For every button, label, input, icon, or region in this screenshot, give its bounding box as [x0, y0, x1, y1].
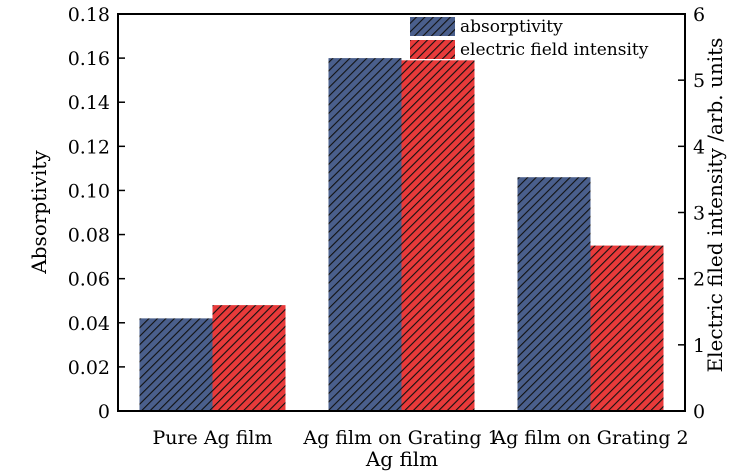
y-tick-label: 0.02	[68, 357, 110, 379]
y-tick-label: 0.06	[68, 269, 110, 291]
y-tick-label: 0.14	[68, 92, 110, 114]
x-tick-label: Pure Ag film	[152, 427, 272, 449]
y-tick-label: 0.12	[68, 136, 110, 158]
bars-group	[139, 58, 664, 412]
x-axis-title: Ag film	[365, 447, 438, 471]
bar-absorptivity-0	[139, 318, 213, 411]
y2-tick-label: 6	[693, 4, 705, 26]
y-tick-label: 0.16	[68, 48, 110, 70]
x-tick-label: Ag film on Grating 2	[491, 427, 688, 449]
bar-electric-field-intensity-0	[212, 305, 286, 411]
y2-axis-title: Electric filed intensity /arb. units	[703, 38, 727, 373]
legend-label-absorptivity: absorptivity	[460, 17, 563, 37]
legend-swatch-absorptivity	[410, 17, 455, 36]
x-axis: Pure Ag film Ag film on Grating 1Ag film …	[152, 427, 688, 449]
y-tick-label: 0.18	[68, 4, 110, 26]
x-tick-label: Ag film on Grating 1	[302, 427, 499, 449]
bar-electric-field-intensity-2	[590, 245, 664, 411]
y2-tick-label: 5	[693, 70, 705, 92]
right-axis: 0 1 2 3 4 5 6	[678, 4, 705, 423]
y-tick-label: 0	[98, 401, 110, 423]
bar-electric-field-intensity-1	[401, 60, 475, 412]
y2-tick-label: 2	[693, 269, 705, 291]
legend: absorptivity electric field intensity	[410, 17, 649, 60]
bar-absorptivity-2	[517, 177, 591, 411]
y2-tick-label: 0	[693, 401, 705, 423]
legend-label-electric-field-intensity: electric field intensity	[460, 40, 649, 60]
bar-absorptivity-1	[328, 58, 402, 411]
y2-tick-label: 3	[693, 203, 705, 225]
legend-swatch-electric-field-intensity	[410, 40, 455, 59]
y-tick-label: 0.10	[68, 180, 110, 202]
y-tick-label: 0.04	[68, 313, 110, 335]
y-axis-title: Absorptivity	[27, 150, 51, 275]
y2-tick-label: 1	[693, 335, 705, 357]
y2-tick-label: 4	[693, 136, 705, 158]
left-axis: 0 0.02 0.04 0.06 0.08 0.10 0.12 0.14 0.16 0.18	[68, 4, 125, 423]
y-tick-label: 0.08	[68, 225, 110, 247]
